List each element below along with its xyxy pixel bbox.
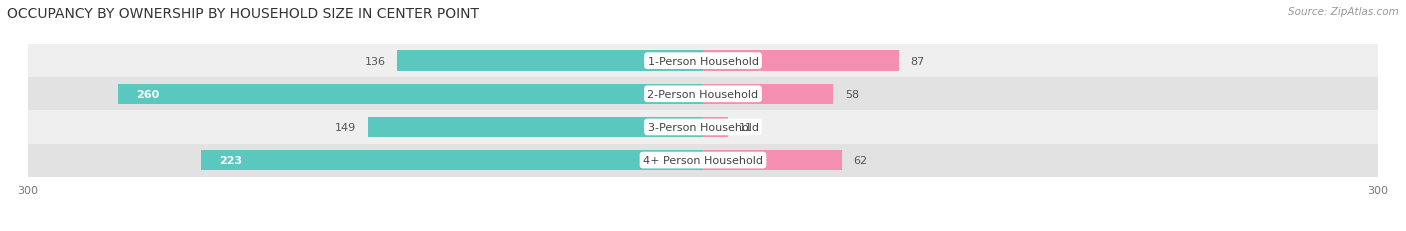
Text: OCCUPANCY BY OWNERSHIP BY HOUSEHOLD SIZE IN CENTER POINT: OCCUPANCY BY OWNERSHIP BY HOUSEHOLD SIZE… [7,7,479,21]
Bar [703,150,842,171]
Text: 3-Person Household: 3-Person Household [648,122,758,132]
Text: 136: 136 [364,56,385,66]
Text: Source: ZipAtlas.com: Source: ZipAtlas.com [1288,7,1399,17]
Bar [118,84,703,105]
Bar [396,51,703,72]
Text: 2-Person Household: 2-Person Household [647,89,759,99]
Text: 87: 87 [910,56,924,66]
Text: 260: 260 [136,89,159,99]
Text: 58: 58 [845,89,859,99]
Bar [28,78,1378,111]
Bar [703,51,898,72]
Text: 223: 223 [219,155,242,165]
Legend: Owner-occupied, Renter-occupied: Owner-occupied, Renter-occupied [582,228,824,231]
Text: 62: 62 [853,155,868,165]
Text: 1-Person Household: 1-Person Household [648,56,758,66]
Text: 149: 149 [335,122,357,132]
Bar [28,45,1378,78]
Bar [703,117,728,138]
Bar [28,144,1378,177]
Bar [201,150,703,171]
Bar [703,84,834,105]
Text: 11: 11 [740,122,754,132]
Text: 4+ Person Household: 4+ Person Household [643,155,763,165]
Bar [28,111,1378,144]
Bar [368,117,703,138]
